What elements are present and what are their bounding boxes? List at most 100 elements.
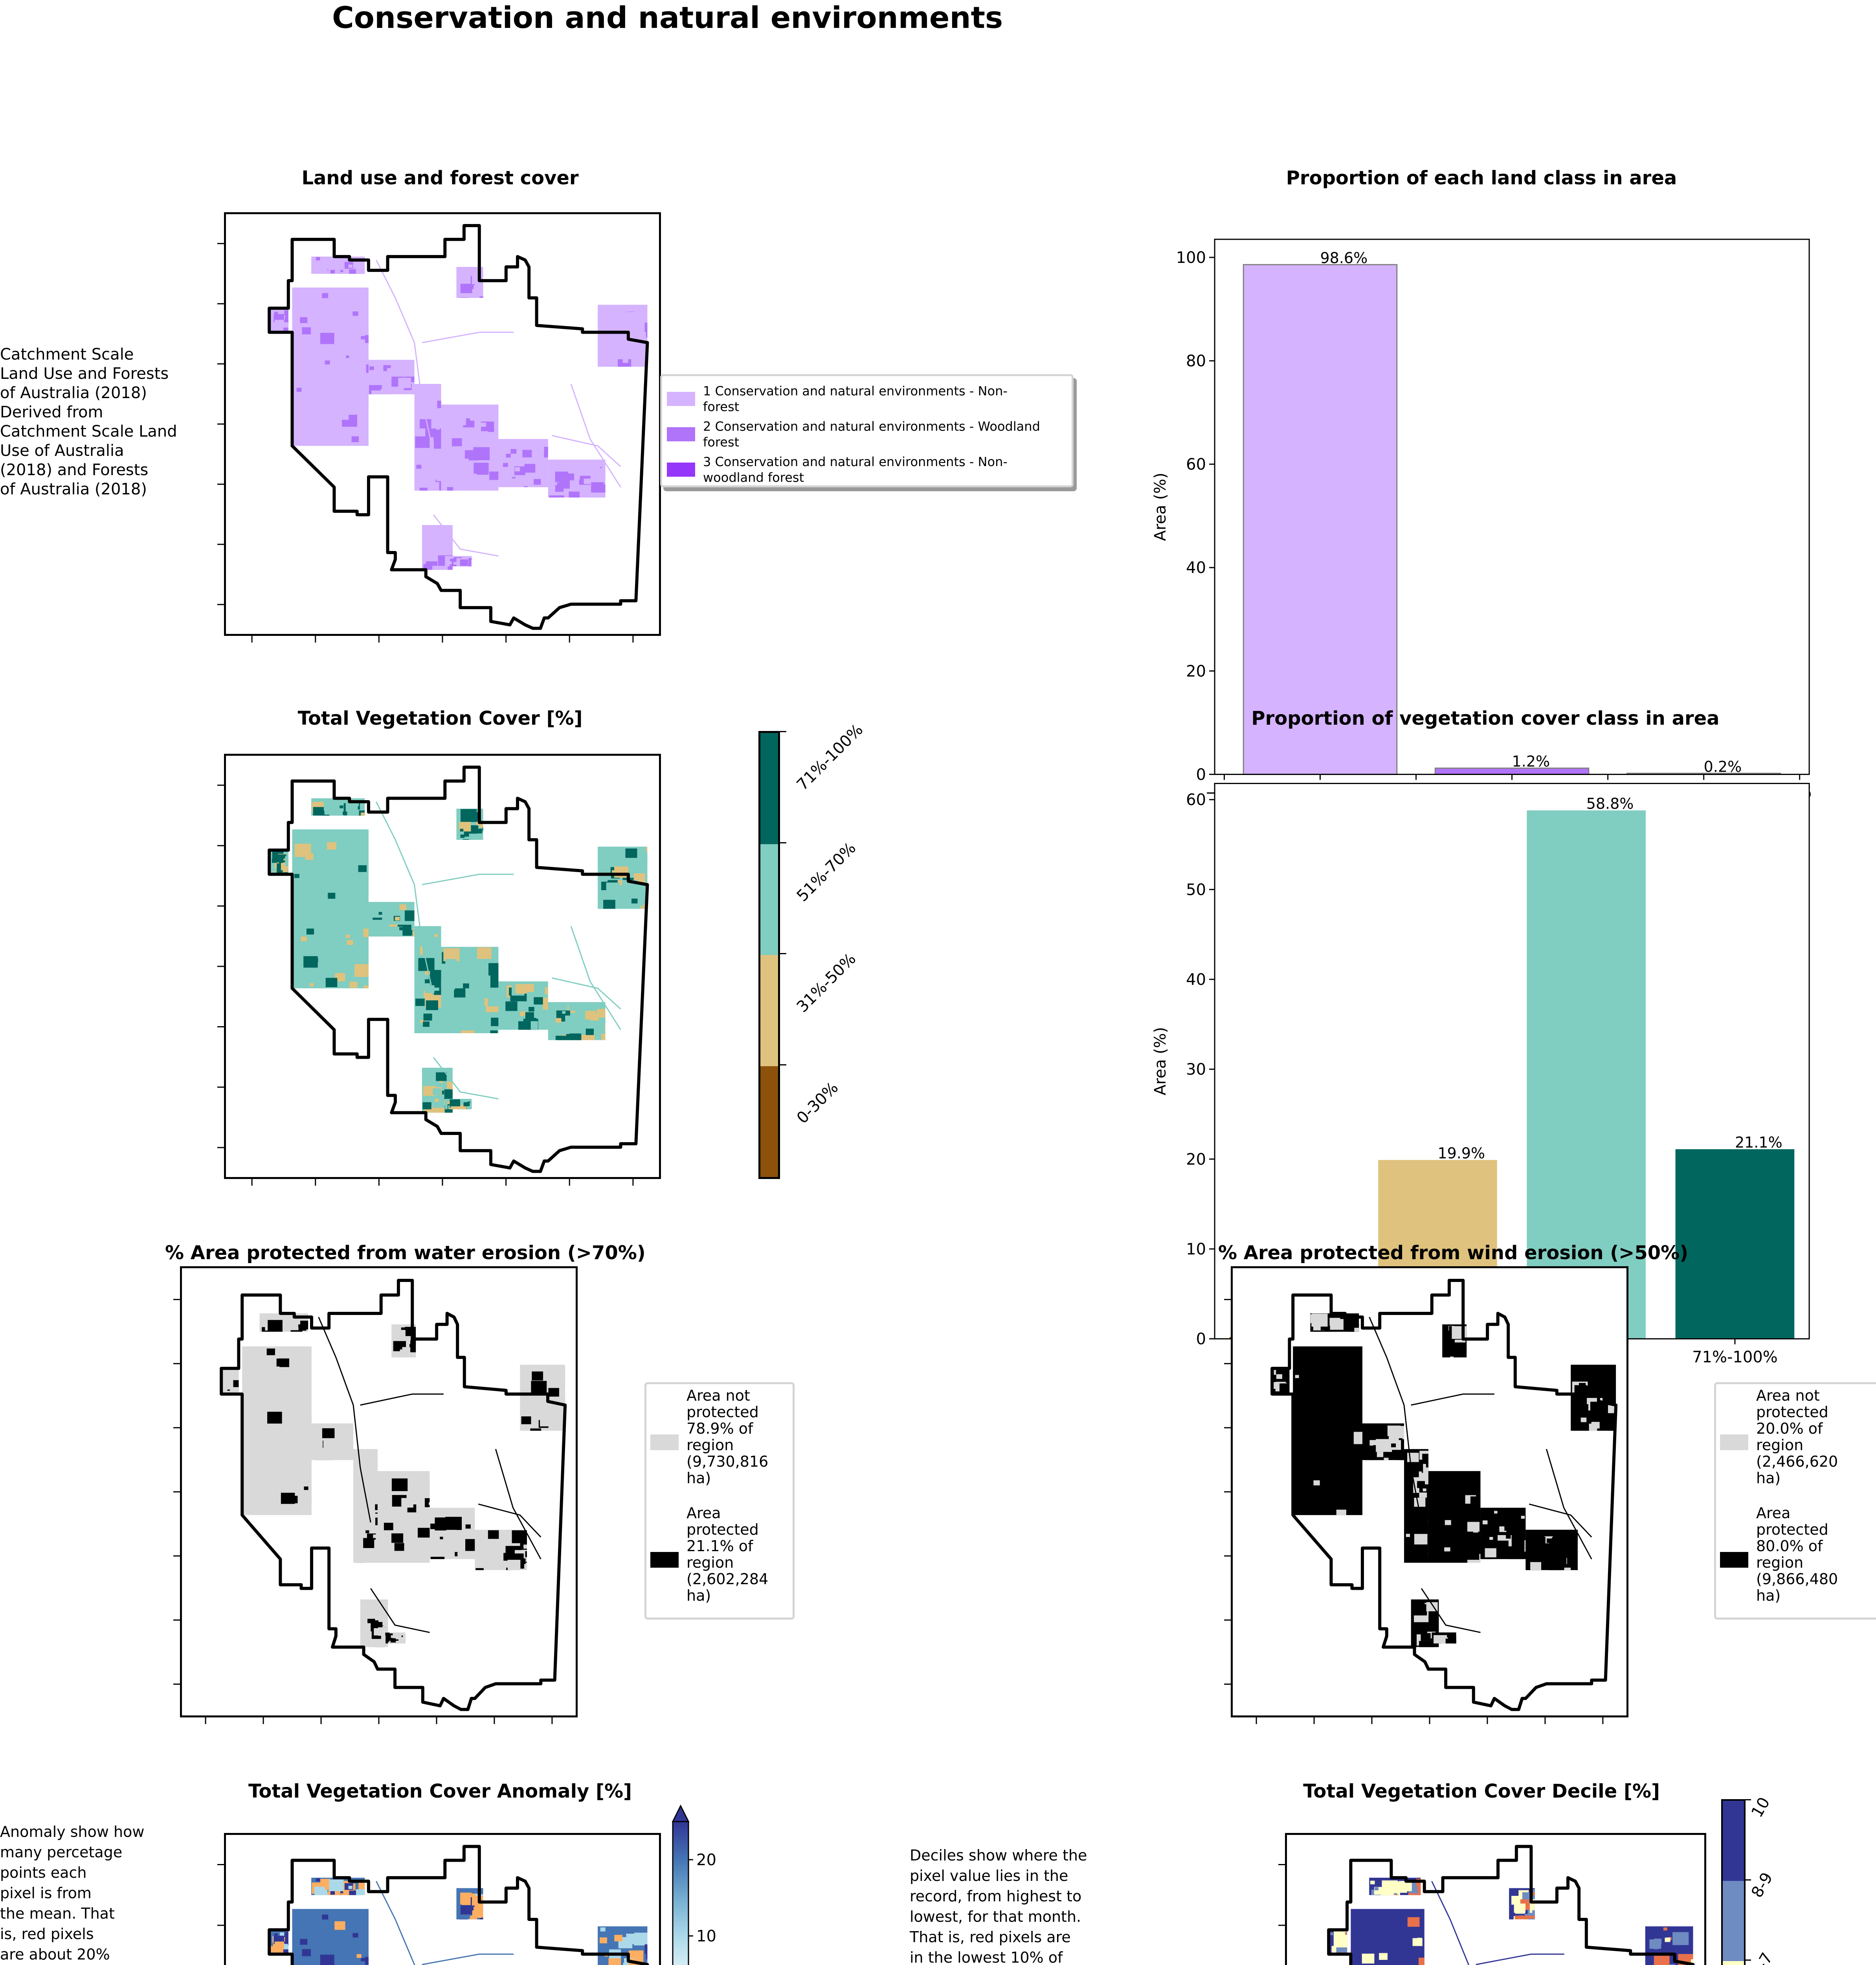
- map-patch: [286, 1438, 298, 1448]
- map-patch: [286, 1397, 295, 1404]
- map-patch: [1410, 1552, 1426, 1563]
- map-patch: [329, 814, 343, 816]
- map-patch: [1549, 1539, 1557, 1544]
- map-patch: [512, 1535, 517, 1539]
- map-patch: [467, 1102, 471, 1104]
- legend-swatch: [667, 392, 695, 406]
- map-patch: [475, 1568, 484, 1570]
- map-patch: [384, 1522, 393, 1530]
- map-river: [376, 259, 434, 453]
- map-patch: [467, 1906, 474, 1911]
- map-patch: [412, 917, 415, 925]
- map-patch: [230, 1371, 237, 1377]
- map-patch: [1479, 1539, 1481, 1551]
- anomaly-map-graphic: [217, 1845, 649, 1965]
- bar-data-label: 21.1%: [1735, 1134, 1782, 1151]
- map-patch: [349, 890, 363, 901]
- map-patch: [539, 1404, 545, 1409]
- map-patch: [387, 368, 396, 375]
- map-patch: [1422, 1454, 1428, 1461]
- map-patch: [300, 317, 308, 323]
- map-patch: [328, 893, 336, 899]
- map-patch: [274, 1941, 284, 1949]
- map-patch: [399, 904, 407, 910]
- map-patch: [1524, 1540, 1526, 1552]
- bar: [1527, 810, 1646, 1339]
- map-patch: [349, 981, 358, 988]
- map-patch: [317, 1425, 321, 1429]
- land-use-side-note: Catchment Scale Land Use and Forests of …: [0, 345, 177, 498]
- map-patch: [503, 463, 508, 467]
- bar-data-label: 1.2%: [1512, 753, 1550, 770]
- map-patch: [274, 1933, 278, 1937]
- map-patch: [369, 366, 374, 370]
- map-patch: [352, 311, 358, 316]
- map-patch: [425, 928, 432, 934]
- map-patch: [358, 260, 365, 269]
- map-patch: [1448, 1344, 1460, 1354]
- map-patch: [325, 360, 330, 365]
- map-patch: [356, 332, 362, 336]
- map-patch: [543, 997, 548, 1010]
- map-patch: [517, 1005, 524, 1010]
- map-patch: [1330, 1319, 1344, 1330]
- colorbar-tick: [1746, 1879, 1751, 1881]
- map-patch: [319, 946, 328, 953]
- colorbar-tick: [780, 731, 786, 732]
- decile-map: [1278, 1833, 1706, 1965]
- map-patch: [316, 257, 320, 261]
- map-patch: [1528, 1545, 1533, 1549]
- map-patch: [514, 467, 520, 472]
- map-river: [1529, 1503, 1592, 1538]
- map-patch: [490, 975, 499, 988]
- map-patch: [337, 1438, 348, 1447]
- map-patch: [313, 958, 318, 962]
- water-erosion-map: [173, 1266, 578, 1724]
- map-patch: [322, 293, 329, 298]
- map-patch: [394, 390, 407, 395]
- map-patch: [450, 1099, 461, 1108]
- map-patch: [251, 1434, 257, 1440]
- veg-cover-map-graphic: [217, 766, 649, 1186]
- map-patch: [543, 1409, 549, 1414]
- map-patch: [470, 1893, 476, 1898]
- map-patch: [490, 988, 495, 993]
- colorbar-tick-label: 10: [696, 1927, 716, 1945]
- wind-erosion-map-title: % Area protected from wind erosion (>50%…: [1218, 1242, 1689, 1264]
- map-patch: [534, 1010, 544, 1018]
- map-patch: [354, 964, 369, 977]
- map-patch: [435, 410, 441, 418]
- map-patch: [285, 318, 288, 322]
- map-patch: [631, 898, 638, 904]
- map-patch: [523, 1544, 527, 1549]
- map-patch: [364, 1606, 380, 1619]
- map-patch: [471, 560, 472, 567]
- map-patch: [409, 389, 415, 395]
- map-patch: [1424, 1513, 1428, 1520]
- map-patch: [1414, 1497, 1426, 1507]
- map-patch: [531, 1381, 547, 1394]
- map-patch: [1341, 1326, 1352, 1332]
- map-patch: [524, 464, 536, 473]
- map-patch: [450, 525, 453, 535]
- y-tick-label: 50: [1186, 881, 1206, 899]
- map-river: [433, 514, 499, 557]
- map-patch: [1378, 1431, 1385, 1436]
- map-patch: [1344, 1427, 1348, 1430]
- map-patch: [1375, 1887, 1379, 1891]
- map-patch: [324, 806, 336, 815]
- map-patch: [445, 959, 457, 968]
- map-river: [1369, 1317, 1422, 1523]
- map-patch: [448, 561, 452, 564]
- map-patch: [1303, 1347, 1316, 1358]
- map-patch: [1379, 1953, 1388, 1960]
- map-patch: [425, 979, 430, 984]
- colorbar-gradient: [672, 1821, 689, 1965]
- map-patch: [495, 1011, 499, 1023]
- legend-label: 2 Conservation and natural environments …: [703, 419, 1040, 450]
- map-patch: [1439, 1495, 1444, 1499]
- colorbar-segment: [1723, 1961, 1744, 1965]
- legend-swatch: [667, 427, 695, 441]
- map-patch: [435, 416, 440, 420]
- map-patch: [356, 268, 365, 274]
